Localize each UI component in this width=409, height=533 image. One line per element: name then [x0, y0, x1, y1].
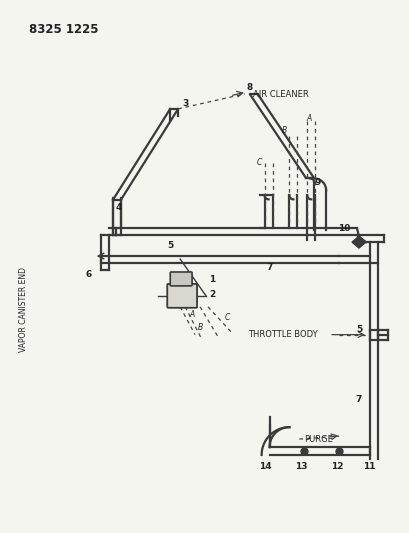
Text: C: C [225, 313, 230, 322]
Text: 14: 14 [258, 463, 271, 472]
FancyBboxPatch shape [167, 284, 197, 308]
Text: PURGE: PURGE [303, 434, 333, 443]
FancyBboxPatch shape [170, 272, 192, 286]
Text: 1: 1 [208, 276, 215, 285]
Text: 5: 5 [355, 325, 361, 334]
Text: 4: 4 [115, 203, 121, 212]
Text: 8325 1225: 8325 1225 [29, 23, 99, 36]
Text: 10: 10 [337, 224, 349, 233]
Text: 7: 7 [266, 263, 272, 272]
Text: 3: 3 [182, 99, 188, 108]
Text: VAPOR CANISTER END: VAPOR CANISTER END [19, 267, 28, 352]
Text: B: B [281, 126, 286, 135]
Text: 9: 9 [313, 178, 320, 187]
Text: 12: 12 [330, 463, 342, 472]
Text: 5: 5 [167, 240, 173, 249]
Text: A: A [306, 114, 311, 123]
Text: 11: 11 [362, 463, 374, 472]
Text: 8: 8 [246, 84, 252, 92]
Text: B: B [197, 323, 202, 332]
Polygon shape [351, 236, 365, 248]
Text: A: A [189, 310, 194, 319]
Text: AIR CLEANER: AIR CLEANER [252, 91, 308, 99]
Text: 6: 6 [85, 270, 92, 279]
Text: THROTTLE BODY: THROTTLE BODY [247, 330, 317, 339]
Text: 7: 7 [355, 395, 361, 404]
Text: C: C [256, 158, 262, 167]
Text: 2: 2 [208, 290, 215, 300]
Text: 13: 13 [294, 463, 307, 472]
